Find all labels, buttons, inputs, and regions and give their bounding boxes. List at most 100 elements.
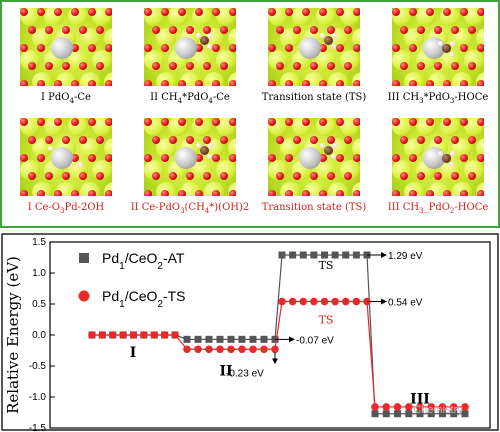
structure-tile <box>144 8 236 86</box>
o-atom <box>88 154 96 162</box>
y-tick-label: 0.5 <box>32 299 46 310</box>
o-atom <box>186 172 194 180</box>
data-marker-circle <box>238 345 246 354</box>
c-atom <box>199 145 209 155</box>
o-atom <box>392 8 400 16</box>
o-atom <box>344 136 352 144</box>
c-atom <box>323 145 333 155</box>
data-marker-square <box>194 335 202 343</box>
o-atom <box>310 26 318 34</box>
o-atom <box>336 44 344 52</box>
o-atom <box>71 190 79 196</box>
h-atom <box>319 142 325 148</box>
o-atom <box>152 136 160 144</box>
o-atom <box>409 118 417 126</box>
data-marker-circle <box>227 345 235 354</box>
o-atom <box>443 80 451 86</box>
o-atom <box>310 62 318 70</box>
o-atom <box>20 118 28 126</box>
pd-atom <box>299 37 321 59</box>
data-marker-square <box>310 251 318 259</box>
structure-tile <box>20 118 112 196</box>
o-atom <box>220 136 228 144</box>
structure-caption: Transition state (TS) <box>261 202 367 213</box>
o-atom <box>268 154 276 162</box>
h-atom <box>319 32 325 38</box>
o-atom <box>477 190 484 196</box>
o-atom <box>186 62 194 70</box>
o-atom <box>443 118 451 126</box>
o-atom <box>152 62 160 70</box>
o-atom <box>268 190 276 196</box>
o-atom <box>336 80 344 86</box>
o-atom <box>88 44 96 52</box>
o-atom <box>276 26 284 34</box>
data-marker-circle <box>140 331 148 339</box>
energy-annotation: 1.29 eV <box>388 251 423 262</box>
o-atom <box>88 190 96 196</box>
o-atom <box>285 8 293 16</box>
o-atom <box>268 8 276 16</box>
o-atom <box>400 26 408 34</box>
o-atom <box>477 8 484 16</box>
o-atom <box>392 80 400 86</box>
structure-tile <box>144 118 236 196</box>
energy-annotation: -0.23 eV <box>226 368 264 379</box>
data-marker-circle <box>320 297 329 306</box>
o-atom <box>400 136 408 144</box>
o-atom <box>79 172 87 180</box>
data-marker-square <box>238 335 246 343</box>
o-atom <box>71 80 79 86</box>
ce-atom <box>104 72 112 86</box>
y-tick-label: 1.5 <box>32 237 46 248</box>
pd-atom <box>175 37 197 59</box>
o-atom <box>105 190 112 196</box>
o-atom <box>144 118 152 126</box>
data-marker-square <box>416 410 424 418</box>
o-atom <box>417 172 425 180</box>
o-atom <box>161 80 169 86</box>
ce-atom <box>476 182 484 196</box>
o-atom <box>161 44 169 52</box>
h-atom <box>448 51 454 57</box>
o-atom <box>20 190 28 196</box>
data-marker-square <box>405 410 413 418</box>
o-atom <box>212 44 220 52</box>
o-atom <box>20 44 28 52</box>
o-atom <box>37 80 45 86</box>
o-atom <box>169 62 177 70</box>
o-atom <box>434 136 442 144</box>
pd-atom <box>51 147 73 169</box>
o-atom <box>45 136 53 144</box>
o-atom <box>54 190 62 196</box>
o-atom <box>178 118 186 126</box>
data-marker-circle <box>341 297 350 306</box>
o-atom <box>460 154 468 162</box>
o-atom <box>28 26 36 34</box>
o-atom <box>203 136 211 144</box>
data-marker-square <box>450 410 458 418</box>
o-atom <box>353 118 360 126</box>
data-marker-circle <box>88 331 96 339</box>
data-marker-circle <box>278 297 286 306</box>
o-atom <box>319 118 327 126</box>
o-atom <box>319 190 327 196</box>
o-atom <box>37 44 45 52</box>
o-atom <box>62 62 70 70</box>
o-atom <box>212 154 220 162</box>
ce-atom <box>476 28 484 48</box>
o-atom <box>220 26 228 34</box>
ce-atom <box>104 182 112 196</box>
o-atom <box>293 136 301 144</box>
data-marker-circle <box>371 403 379 411</box>
o-atom <box>336 154 344 162</box>
ce-atom <box>352 28 360 48</box>
h-atom <box>207 32 213 38</box>
o-atom <box>302 80 310 86</box>
o-atom <box>310 172 318 180</box>
o-atom <box>195 80 203 86</box>
o-atom <box>344 62 352 70</box>
c-atom <box>199 35 209 45</box>
data-marker-circle <box>108 331 117 339</box>
o-atom <box>161 154 169 162</box>
